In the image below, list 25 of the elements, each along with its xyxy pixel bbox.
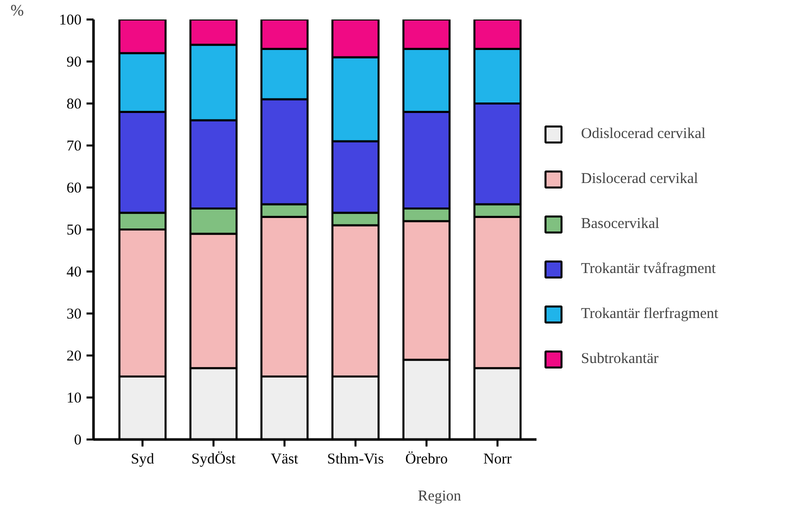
y-tick-label: 40 [66,264,82,280]
y-tick-label: 50 [66,222,82,238]
x-tick-label: Sthm-Vis [327,452,384,468]
legend-label: Dislocerad cervikal [581,170,698,188]
legend-label: Odislocerad cervikal [581,126,706,142]
y-tick-label: 30 [66,306,82,322]
x-axis-title: Region [418,488,462,504]
y-tick-label: 60 [66,180,82,196]
y-tick-label: 10 [66,390,82,406]
y-tick-label: 0 [74,432,82,448]
y-tick-label: 90 [66,54,82,70]
y-axis-title: % [10,2,24,20]
x-tick-label: Norr [483,452,512,468]
x-tick-label: Väst [270,452,300,468]
y-tick-label: 80 [66,96,82,112]
y-tick-label: 100 [59,12,82,28]
y-tick-label: 70 [66,138,82,154]
legend-label: Subtrokantär [581,350,658,368]
legend-label: Basocervikal [581,216,660,232]
y-tick-label: 20 [66,348,82,364]
x-tick-label: Syd [130,452,155,468]
legend-label: Trokantär flerfragment [581,306,718,322]
legend-label: Trokantär tvåfragment [581,260,716,278]
x-tick-label: Örebro [405,450,448,468]
x-tick-label: SydÖst [191,450,236,468]
